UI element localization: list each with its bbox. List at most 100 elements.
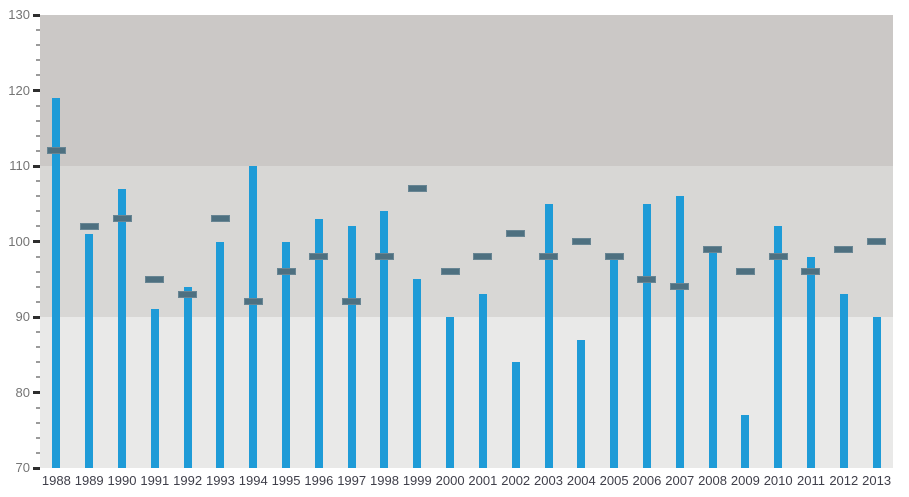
y-axis-label: 130 [8,7,30,22]
bar-2012[interactable] [839,294,848,468]
x-axis-label: 2011 [796,473,825,488]
x-axis-label: 1995 [271,473,301,488]
target-marker-2003[interactable] [539,253,559,261]
y-axis-minor-tick [36,300,41,303]
target-marker-1989[interactable] [79,222,99,230]
bar-2008[interactable] [708,249,717,468]
target-marker-2010[interactable] [768,253,788,261]
plot-area [40,15,893,468]
bar-2010[interactable] [774,226,783,468]
target-marker-2000[interactable] [440,268,460,276]
y-axis-major-tick [33,240,40,243]
y-axis-minor-tick [36,29,41,32]
bar-1992[interactable] [183,286,192,468]
y-axis-minor-tick [36,421,41,424]
target-marker-2013[interactable] [867,238,887,245]
target-marker-1994[interactable] [243,298,263,306]
bar-2009[interactable] [741,415,750,468]
bar-1993[interactable] [216,241,225,468]
bar-1995[interactable] [282,241,291,468]
y-axis-minor-tick [36,346,41,349]
plot-band-90-110 [40,166,893,317]
target-marker-2007[interactable] [670,283,690,291]
y-axis-label: 120 [8,82,30,98]
target-marker-1997[interactable] [342,298,362,306]
x-axis-label: 1993 [205,473,235,488]
y-axis-major-tick [33,391,40,394]
bar-2004[interactable] [577,339,586,468]
bar-2006[interactable] [642,203,651,468]
plot-band-70-90 [40,317,893,468]
target-marker-1991[interactable] [145,275,165,283]
y-axis-minor-tick [36,210,41,213]
x-axis-label: 1989 [74,473,104,488]
y-axis-major-tick [33,89,40,92]
target-marker-1996[interactable] [309,253,329,261]
y-axis-minor-tick [36,285,41,288]
target-marker-2002[interactable] [506,230,526,238]
target-marker-2001[interactable] [473,253,493,261]
target-marker-1998[interactable] [374,253,394,261]
bar-1994[interactable] [249,166,258,468]
plot-band-110-130 [40,15,893,166]
y-axis-major-tick [33,466,40,470]
target-marker-2008[interactable] [703,245,723,253]
x-axis-label: 2000 [435,473,465,488]
bar-2013[interactable] [872,317,881,468]
x-axis-label: 2001 [468,473,498,488]
x-axis-label: 1998 [370,473,399,488]
x-axis-label: 1997 [337,473,367,488]
y-axis-major-tick [33,164,40,168]
y-axis-minor-tick [36,376,41,379]
bar-2007[interactable] [675,196,684,468]
x-axis-label: 1999 [402,473,432,488]
bar-2002[interactable] [511,362,520,468]
bar-1997[interactable] [347,226,356,468]
bar-1991[interactable] [150,309,159,468]
target-marker-2004[interactable] [571,238,591,245]
y-axis-major-tick [33,13,40,17]
target-marker-2011[interactable] [801,268,821,276]
bar-1998[interactable] [380,211,389,468]
y-axis-minor-tick [36,451,41,454]
x-axis-label: 2012 [829,473,859,488]
y-axis-label: 90 [15,309,30,324]
bar-1996[interactable] [314,218,323,468]
target-marker-2009[interactable] [735,268,755,276]
bar-2011[interactable] [806,256,815,468]
x-axis-label: 1990 [107,473,137,488]
target-marker-1995[interactable] [276,268,296,276]
target-marker-2006[interactable] [637,275,657,283]
bar-1999[interactable] [413,279,422,468]
bar-2001[interactable] [478,294,487,468]
y-axis-label: 80 [15,384,30,400]
y-axis-minor-tick [36,195,41,198]
y-axis-minor-tick [36,406,41,409]
bar-2003[interactable] [544,203,553,468]
bar-2005[interactable] [610,256,619,468]
y-axis-minor-tick [36,270,41,273]
target-marker-1999[interactable] [407,185,427,193]
bar-1988[interactable] [52,98,61,468]
x-axis-label: 2003 [534,473,563,488]
target-marker-2012[interactable] [834,245,854,253]
y-axis-minor-tick [36,74,41,77]
target-marker-1990[interactable] [112,215,132,223]
target-marker-2005[interactable] [604,253,624,261]
target-marker-1993[interactable] [210,215,230,223]
y-axis-minor-tick [36,180,41,183]
x-axis-label: 1991 [140,473,170,488]
target-marker-1992[interactable] [178,290,198,298]
target-marker-1988[interactable] [46,147,66,155]
y-axis-minor-tick [36,134,41,137]
bar-1990[interactable] [118,188,127,468]
y-axis-minor-tick [36,149,41,152]
bar-1989[interactable] [85,233,94,468]
x-axis-label: 2013 [862,473,892,488]
x-axis-label: 2004 [566,473,596,488]
x-axis-label: 1988 [41,473,71,488]
bar-2000[interactable] [446,317,455,468]
y-axis-major-tick [33,315,40,319]
y-axis-label: 70 [15,460,30,475]
